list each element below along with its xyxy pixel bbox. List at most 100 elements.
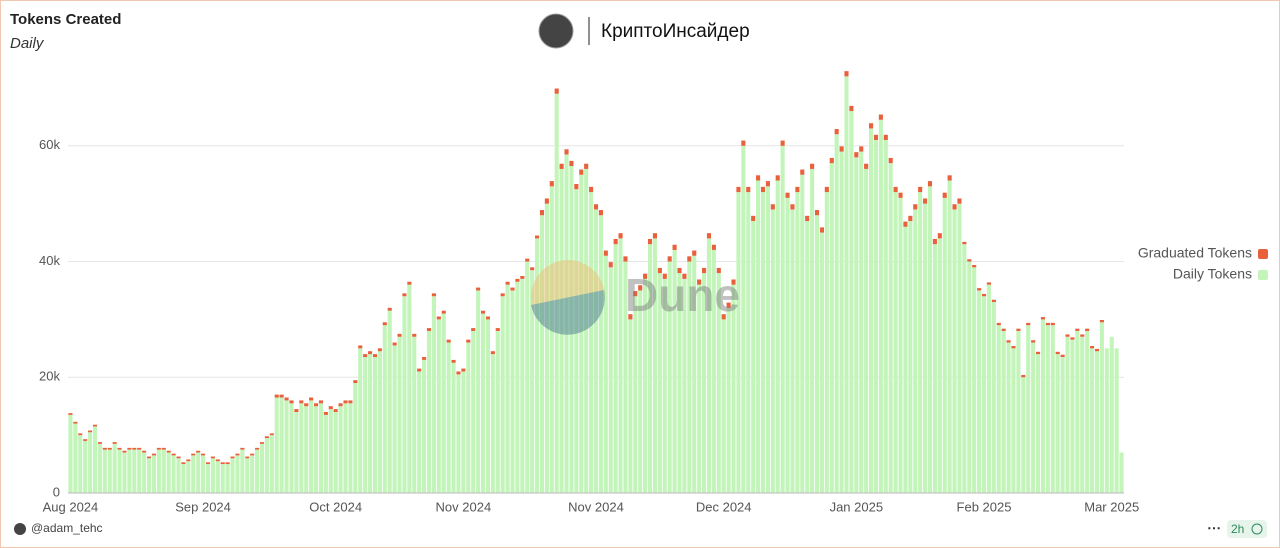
bar-segment (328, 409, 333, 493)
bar-segment (1016, 328, 1021, 331)
bar-segment (1075, 330, 1080, 493)
bar-segment (333, 411, 338, 493)
bar-segment (667, 261, 672, 493)
bar-segment (918, 186, 923, 193)
bar-segment (834, 134, 839, 493)
bar-segment (392, 342, 397, 346)
bar-segment (888, 157, 893, 164)
bar-segment (205, 462, 211, 465)
bar-segment (461, 368, 466, 372)
bar-segment (770, 209, 775, 493)
bar-segment (264, 436, 269, 439)
bar-segment (751, 221, 756, 493)
bar-segment (323, 411, 328, 415)
bar-segment (313, 406, 319, 493)
bar-segment (795, 192, 800, 494)
bar-segment (490, 351, 495, 355)
bar-segment (1080, 336, 1085, 493)
bar-segment (377, 351, 382, 493)
bar-segment (603, 250, 608, 256)
bar-segment (127, 447, 132, 450)
bar-segment (510, 290, 515, 493)
bar-segment (677, 267, 682, 274)
bar-segment (245, 458, 250, 493)
bar-segment (756, 175, 761, 181)
bar-segment (1060, 354, 1065, 358)
bar-segment (1040, 317, 1046, 320)
bar-segment (608, 262, 613, 268)
bar-segment (1045, 322, 1050, 326)
bar-segment (962, 241, 967, 245)
bar-segment (569, 160, 574, 167)
bar-segment (156, 449, 161, 493)
bar-segment (83, 439, 88, 441)
legend-label: Daily Tokens (1173, 266, 1252, 282)
bar-segment (908, 221, 913, 493)
bar-segment (544, 198, 549, 204)
bar-segment (927, 181, 933, 187)
bar-segment (466, 339, 471, 343)
bar-segment (1006, 342, 1011, 493)
bar-segment (628, 319, 633, 493)
bar-segment (294, 411, 299, 493)
bar-segment (878, 114, 883, 120)
bar-segment (205, 464, 211, 493)
bar-segment (584, 163, 589, 169)
bar-segment (382, 325, 387, 493)
bar-segment (353, 383, 358, 493)
bar-segment (589, 192, 594, 494)
bar-segment (736, 186, 741, 193)
bar-segment (790, 204, 795, 210)
bar-segment (760, 192, 766, 494)
bar-segment (142, 450, 147, 453)
bar-segment (151, 455, 157, 493)
bar-segment (137, 447, 142, 450)
author[interactable]: @adam_tehc (31, 521, 103, 535)
bar-segment (377, 348, 382, 352)
bar-segment (259, 442, 265, 444)
menu-icon[interactable]: ⋯ (1207, 520, 1221, 536)
bar-segment (643, 278, 648, 493)
bar-segment (83, 440, 88, 493)
bar-segment (957, 203, 962, 493)
bar-segment (436, 316, 441, 320)
bar-segment (127, 449, 132, 493)
bar-segment (687, 256, 692, 262)
bar-segment (952, 204, 957, 210)
bar-segment (760, 186, 766, 193)
bar-segment (382, 322, 387, 326)
bar-segment (574, 189, 579, 493)
bar-segment (505, 281, 510, 285)
bar-segment (1031, 340, 1036, 343)
bar-segment (397, 336, 402, 493)
bar-segment (977, 288, 982, 291)
bar-segment (1026, 325, 1031, 493)
bar-segment (417, 368, 422, 372)
bar-segment (756, 180, 761, 493)
bar-segment (824, 192, 829, 494)
bar-segment (692, 255, 697, 493)
bar-segment (1099, 319, 1104, 323)
bar-segment (638, 290, 643, 493)
bar-segment (859, 146, 864, 152)
bar-segment (574, 183, 579, 190)
bar-segment (1011, 348, 1016, 493)
bar-segment (726, 307, 731, 493)
bar-segment (1016, 330, 1021, 493)
bar-segment (1075, 328, 1080, 331)
bar-segment (913, 209, 918, 493)
bar-segment (480, 313, 486, 493)
bar-segment (107, 447, 112, 450)
bar-segment (137, 449, 142, 493)
bar-segment (702, 267, 707, 274)
bar-segment (515, 278, 520, 282)
bar-segment (171, 455, 176, 493)
bar-segment (1031, 342, 1036, 493)
bar-segment (318, 400, 324, 404)
bar-segment (235, 455, 240, 493)
watermark-logo-half (531, 290, 605, 335)
bar-segment (1094, 348, 1100, 352)
y-tick-label: 20k (39, 369, 60, 384)
bar-segment (702, 273, 707, 493)
bar-segment (854, 157, 859, 493)
